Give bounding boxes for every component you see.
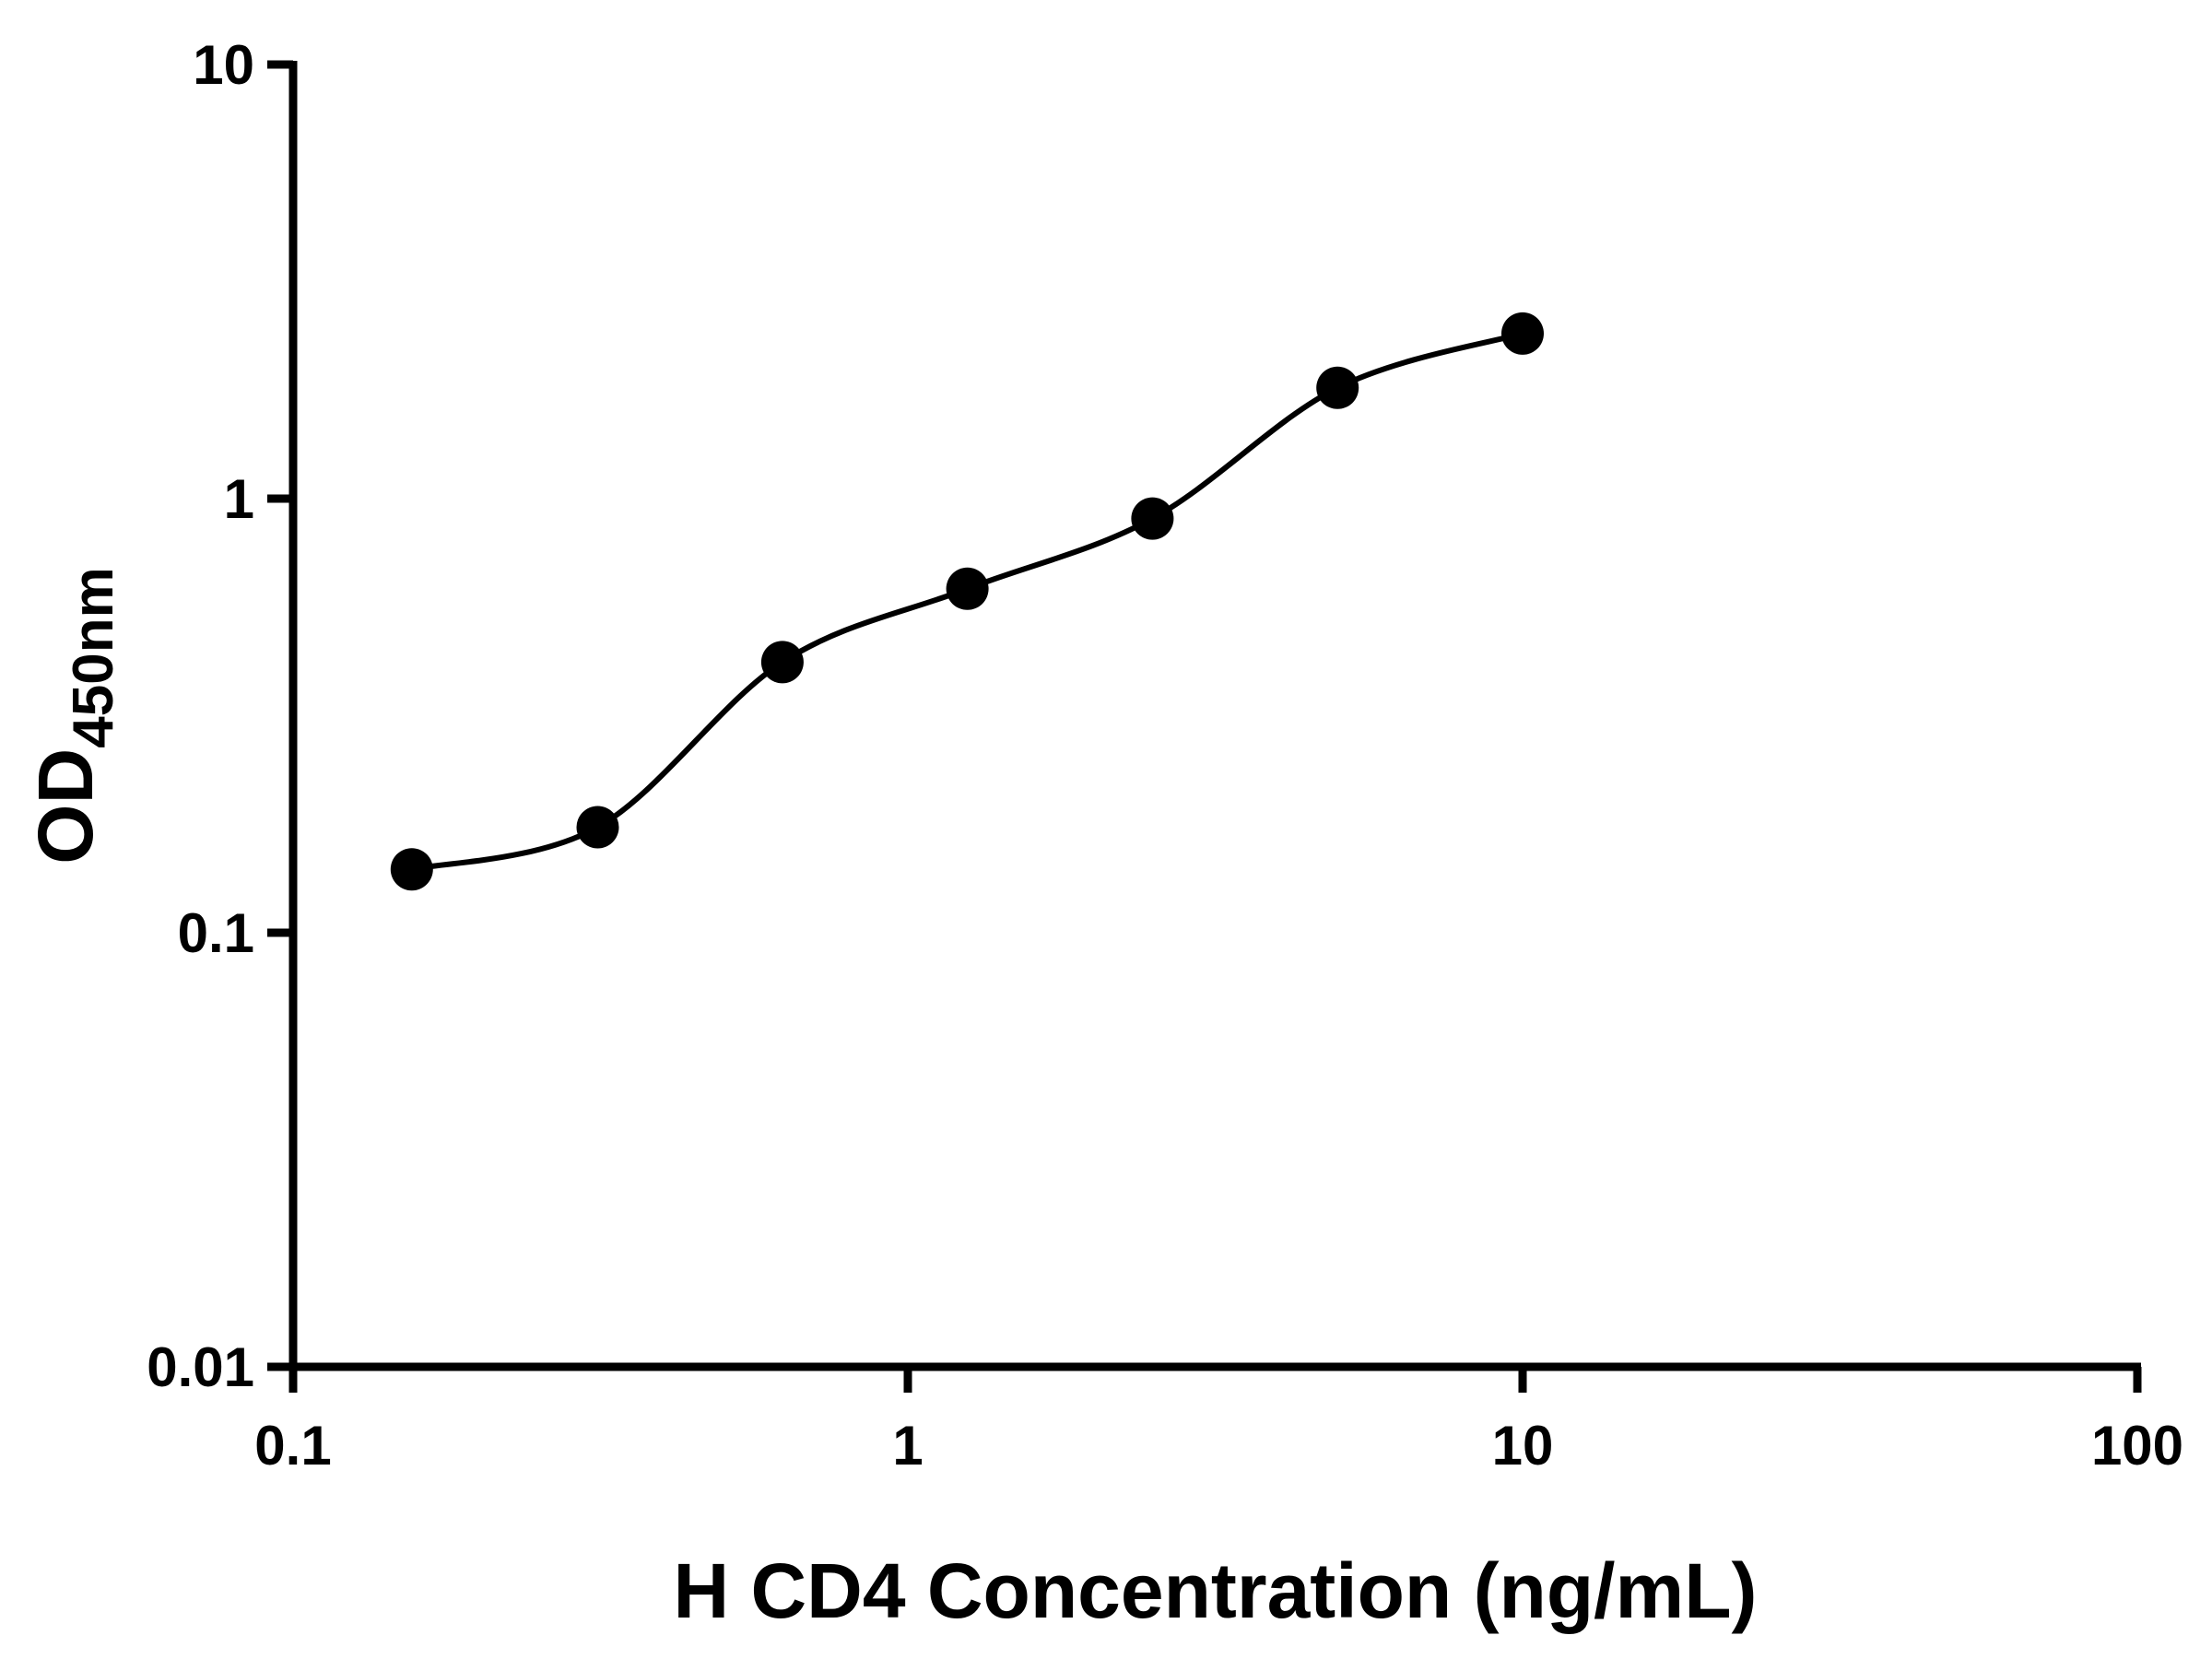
- data-point: [576, 806, 619, 849]
- y-axis-title-subscript: 450nm: [62, 567, 125, 747]
- y-tick-label: 0.01: [147, 1336, 254, 1398]
- data-point: [760, 641, 804, 684]
- x-tick-label: 1: [892, 1415, 923, 1477]
- x-axis-title: H CD4 Concentration (ng/mL): [674, 1547, 1758, 1634]
- y-tick-label: 10: [193, 34, 254, 96]
- data-point: [390, 848, 433, 891]
- y-tick-label: 1: [224, 468, 254, 530]
- y-tick-label: 0.1: [178, 902, 254, 964]
- data-point: [1316, 366, 1359, 409]
- x-tick-label: 0.1: [254, 1415, 331, 1477]
- data-point: [1501, 312, 1544, 355]
- x-tick-label: 100: [2091, 1415, 2183, 1477]
- data-point: [946, 567, 989, 610]
- x-tick-label: 10: [1492, 1415, 1554, 1477]
- data-point: [1131, 497, 1174, 540]
- y-axis-title: OD450nm: [22, 567, 125, 864]
